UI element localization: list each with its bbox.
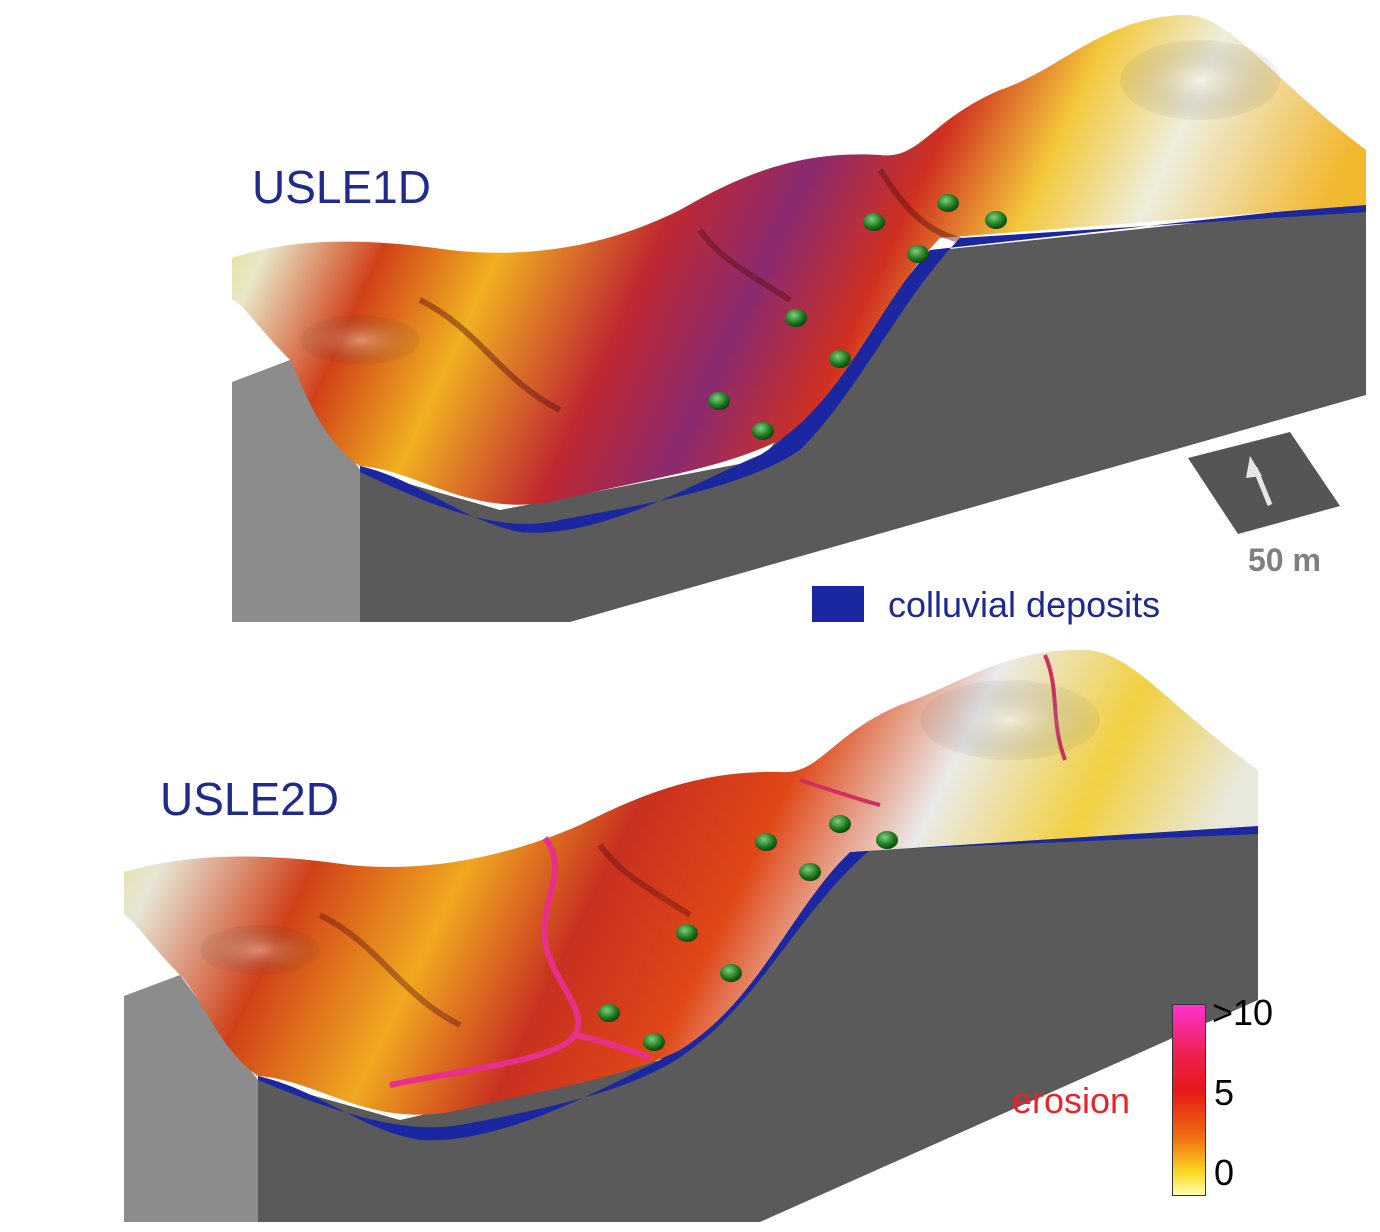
terrain-surface <box>232 14 1366 505</box>
scale-bar-label: 50 m <box>1248 542 1321 578</box>
sample-marker <box>785 309 807 327</box>
colorbar-tick-min: 0 <box>1214 1152 1235 1193</box>
panel-usle2d <box>124 649 1258 1222</box>
sample-marker <box>829 350 851 368</box>
sample-marker <box>876 831 898 849</box>
sample-marker <box>799 863 821 881</box>
sample-marker <box>752 422 774 440</box>
sample-markers <box>708 194 1007 440</box>
panel-title-usle2d: USLE2D <box>160 773 339 825</box>
panel-title-usle1d: USLE1D <box>252 161 431 213</box>
sample-markers <box>598 815 898 1051</box>
sample-marker <box>720 964 742 982</box>
north-arrow-icon <box>1188 432 1340 534</box>
sample-marker <box>676 924 698 942</box>
erosion-colorbar-title: erosion <box>1012 1080 1131 1121</box>
erosion-colorbar <box>1172 1004 1206 1196</box>
colluvial-deposits-swatch <box>812 586 864 622</box>
sample-marker <box>829 815 851 833</box>
sample-marker <box>863 213 885 231</box>
terrain-surface <box>124 649 1258 1115</box>
colorbar-tick-mid: 5 <box>1214 1072 1235 1113</box>
sample-marker <box>937 194 959 212</box>
sample-marker <box>985 211 1007 229</box>
sample-marker <box>755 833 777 851</box>
colluvial-deposit-band <box>360 202 1366 533</box>
colluvial-deposits-label: colluvial deposits <box>888 584 1161 625</box>
sample-marker <box>643 1033 665 1051</box>
panel-usle1d <box>232 14 1366 622</box>
sample-marker <box>708 392 730 410</box>
sample-marker <box>598 1004 620 1022</box>
sample-marker <box>907 245 929 263</box>
colorbar-tick-max: >10 <box>1212 992 1274 1033</box>
